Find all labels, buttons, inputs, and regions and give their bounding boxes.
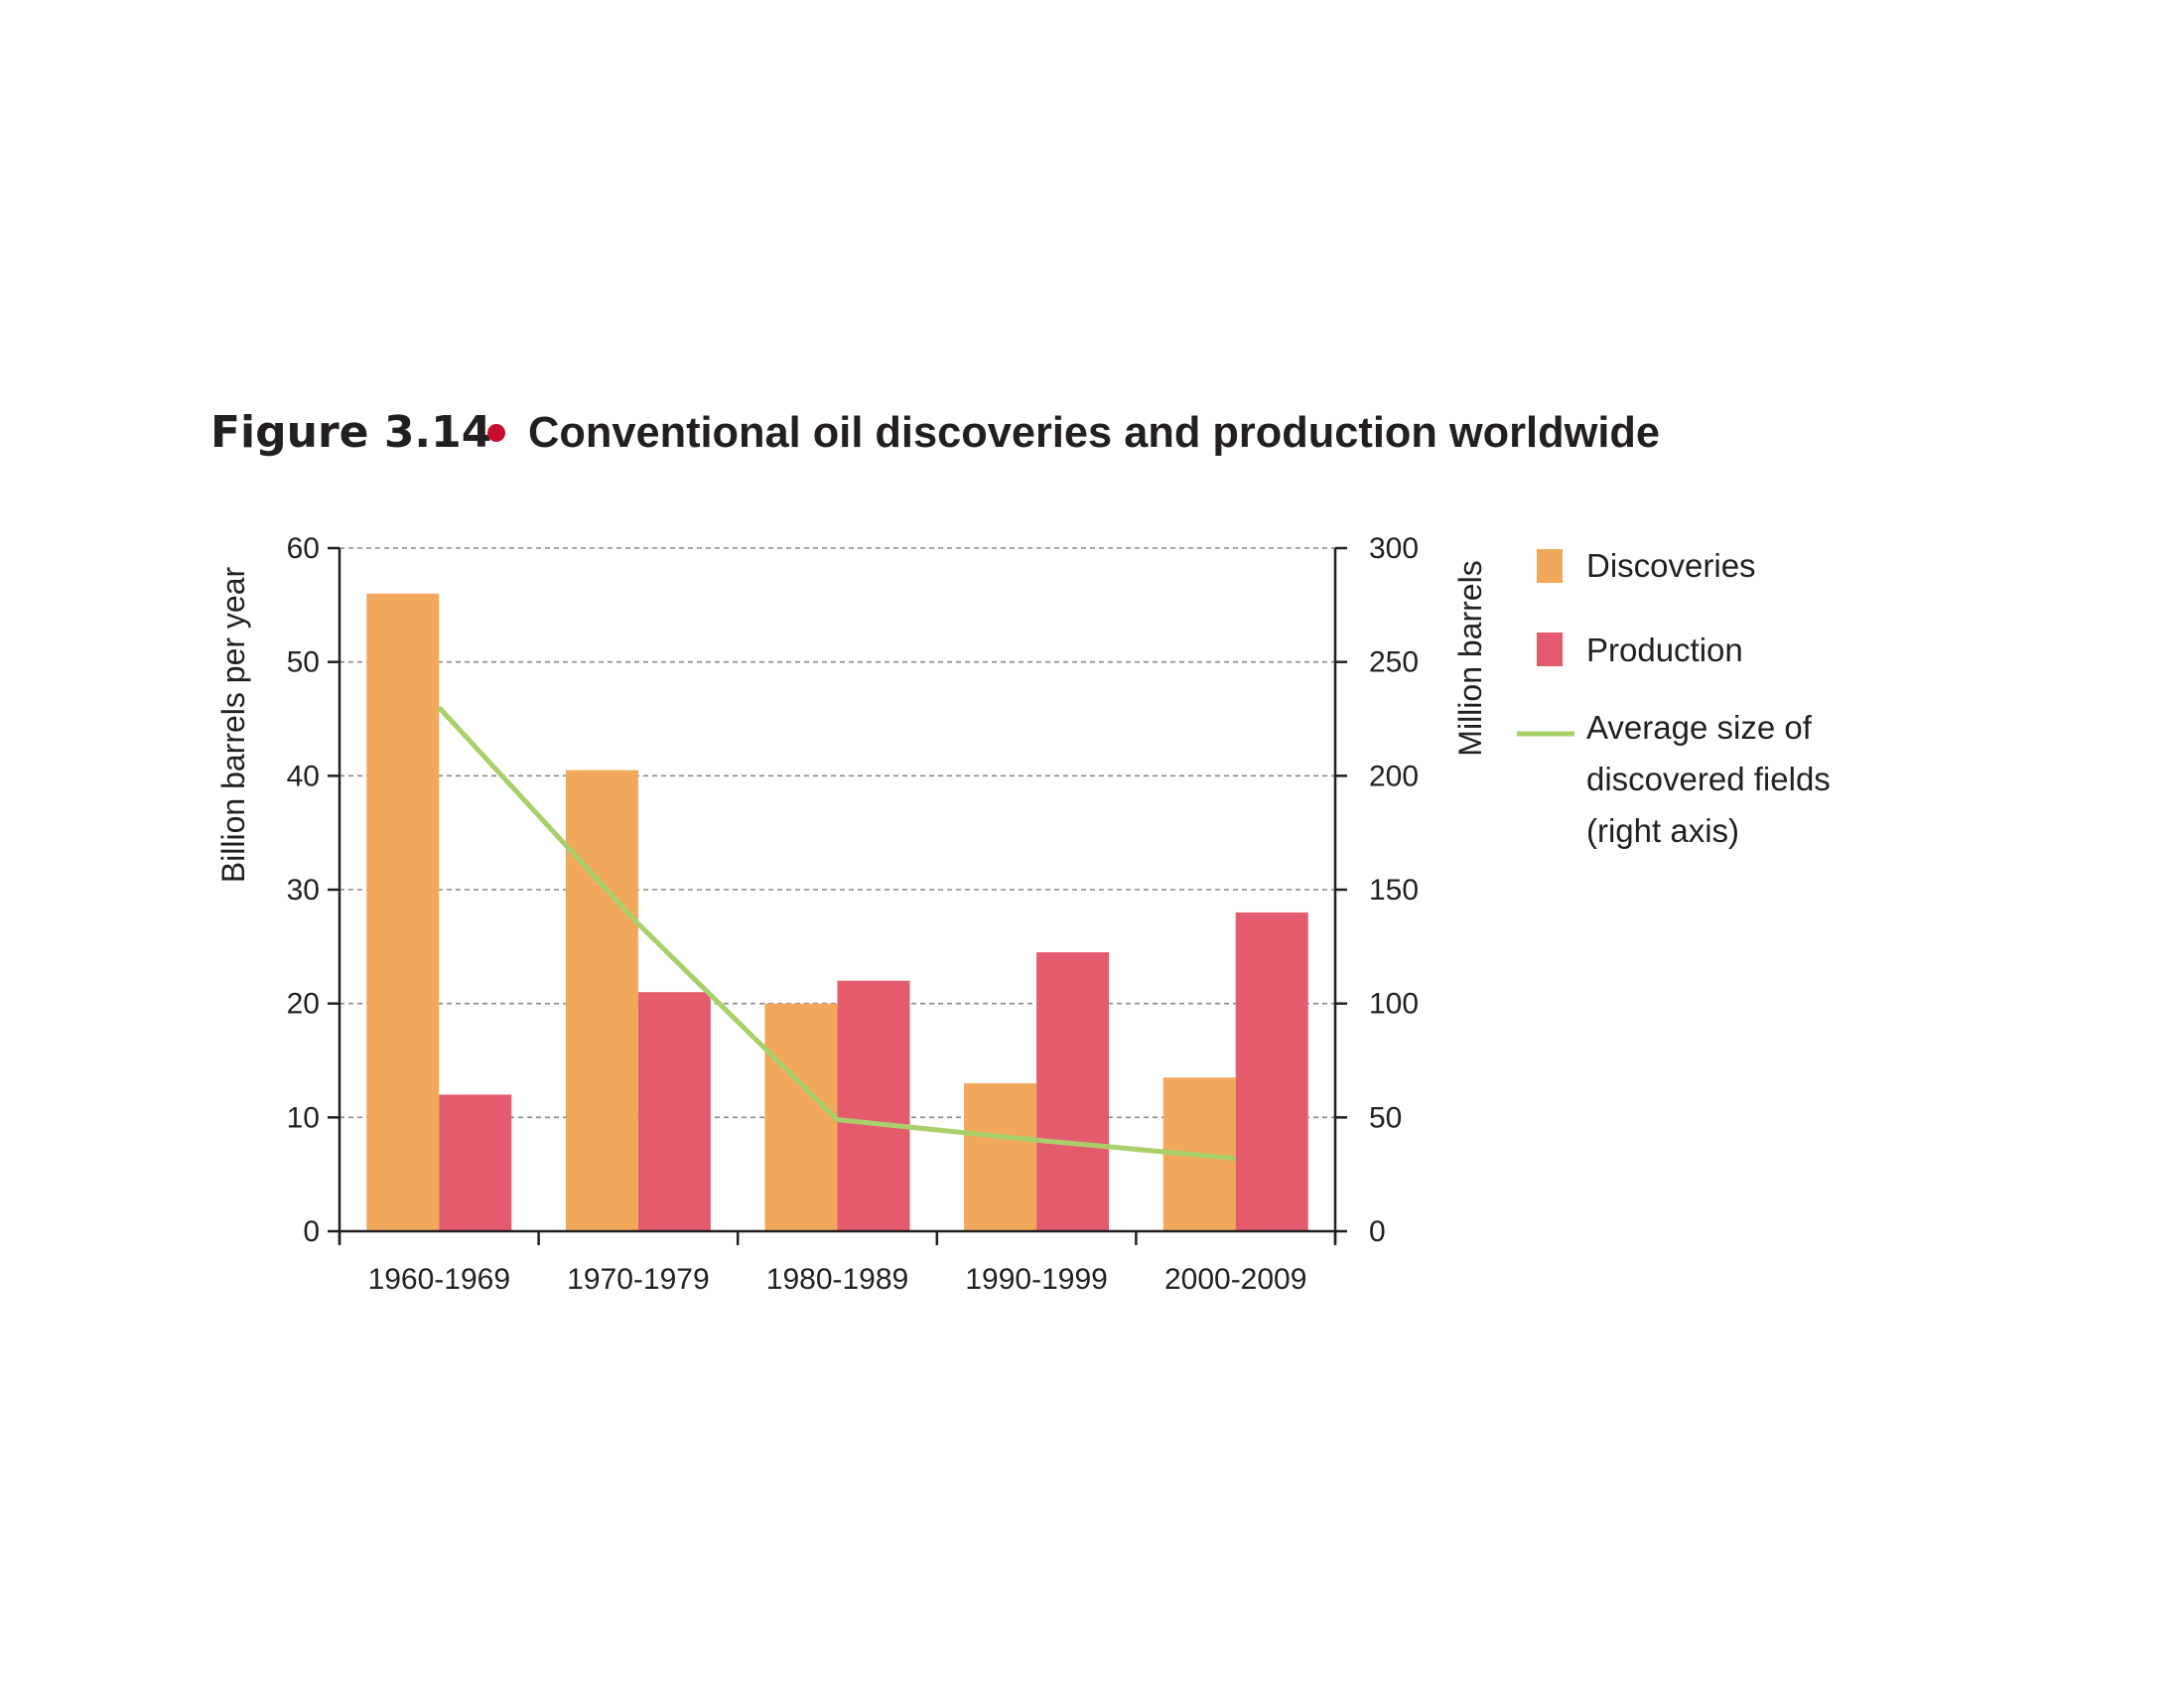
x-tick-label: 1970-1979: [567, 1263, 709, 1296]
legend-swatch-discoveries: [1537, 549, 1563, 583]
legend-swatch-production: [1537, 633, 1563, 666]
legend: Discoveries Production Average size of disc…: [1517, 547, 1831, 849]
bar-production-1990-1999: [1036, 952, 1110, 1231]
right-tick-label: 50: [1369, 1101, 1402, 1134]
figure-header: Figure 3.14 Conventional oil discoveries…: [210, 407, 1660, 458]
bar-production-1980-1989: [837, 980, 910, 1231]
right-tick-label: 0: [1369, 1215, 1386, 1248]
bar-production-2000-2009: [1235, 912, 1308, 1231]
bar-discoveries-1990-1999: [964, 1082, 1037, 1231]
figure-bullet-icon: [487, 424, 505, 442]
bar-discoveries-1960-1969: [366, 593, 440, 1231]
right-tick-label: 250: [1369, 646, 1419, 679]
legend-label-discoveries: Discoveries: [1586, 547, 1756, 584]
right-tick-label: 300: [1369, 532, 1419, 565]
chart-title: Conventional oil discoveries and product…: [528, 408, 1660, 457]
right-tick-label: 100: [1369, 988, 1419, 1021]
left-tick-label: 0: [303, 1215, 320, 1248]
legend-label-average-size: discovered fields: [1586, 761, 1831, 797]
left-tick-label: 50: [287, 646, 320, 679]
legend-label-average-size: (right axis): [1586, 812, 1739, 849]
x-tick-label: 1990-1999: [965, 1263, 1107, 1296]
left-tick-label: 40: [287, 760, 320, 792]
bar-production-1960-1969: [439, 1094, 512, 1231]
x-tick-label: 1960-1969: [368, 1263, 510, 1296]
y-axis-title: Billion barrels per year: [215, 566, 251, 883]
y2-axis-title: Million barrels: [1452, 560, 1488, 756]
figure-label: Figure 3.14: [210, 407, 491, 458]
legend-label-production: Production: [1586, 632, 1743, 668]
bar-discoveries-1970-1979: [565, 770, 638, 1231]
left-tick-label: 10: [287, 1101, 320, 1134]
x-tick-label: 2000-2009: [1164, 1263, 1306, 1296]
axes: 0 10 20 30 40 50 60 0 50 100 150 200 250 300 1960-1969…: [215, 532, 1488, 1296]
bars: [366, 593, 1308, 1231]
x-tick-label: 1980-1989: [766, 1263, 908, 1296]
left-tick-label: 20: [287, 988, 320, 1021]
right-tick-label: 150: [1369, 874, 1419, 907]
left-tick-label: 60: [287, 532, 320, 565]
left-tick-label: 30: [287, 874, 320, 907]
right-tick-label: 200: [1369, 760, 1419, 792]
bar-production-1970-1979: [637, 992, 711, 1231]
legend-label-average-size: Average size of: [1586, 709, 1813, 746]
bar-discoveries-1980-1989: [764, 1003, 838, 1231]
average-size-line-layer: [437, 705, 1236, 1162]
